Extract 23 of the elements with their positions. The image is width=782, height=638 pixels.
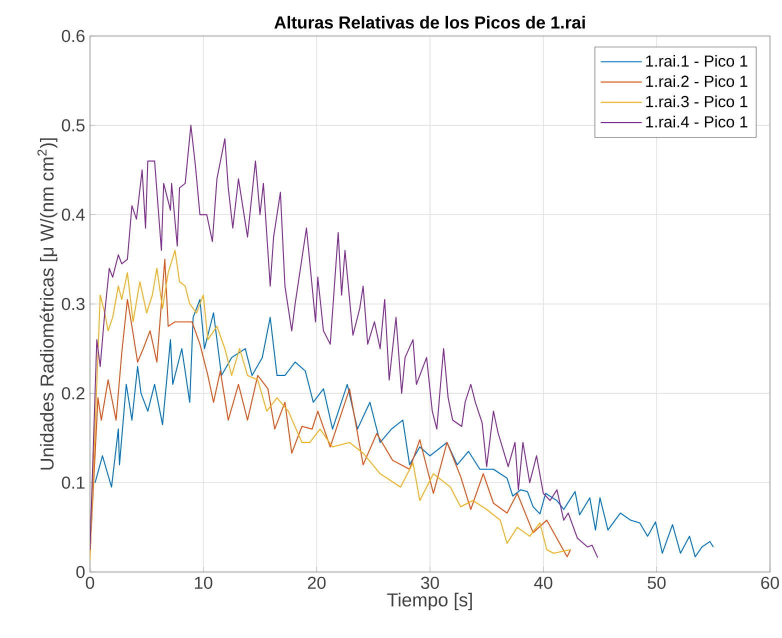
y-tick-label: 0.2	[62, 387, 84, 400]
y-tick-label: 0.5	[62, 119, 85, 132]
x-tick-label: 30	[421, 576, 439, 589]
y-tick-label: 0	[76, 566, 85, 578]
y-tick-label: 0.6	[62, 30, 85, 42]
chart-title: Alturas Relativas de los Picos de 1.rai	[274, 16, 585, 29]
x-tick-label: 50	[648, 576, 666, 589]
x-tick-label: 40	[534, 576, 552, 589]
legend-label: 1.rai.4 - Pico 1	[646, 116, 748, 128]
legend-label: 1.rai.2 - Pico 1	[646, 75, 748, 87]
x-axis-title: Tiempo [s]	[387, 592, 472, 610]
x-tick-label: 20	[308, 576, 326, 589]
legend-label: 1.rai.3 - Pico 1	[646, 96, 748, 108]
line-series	[90, 124, 598, 558]
x-tick-label: 0	[86, 576, 94, 589]
y-axis-title: Unidades Radiométricas [μ W/(nm cm$^{2}$)]	[37, 138, 58, 470]
line-series	[94, 298, 714, 558]
y-tick-label: 0.3	[62, 298, 85, 310]
x-tick-label: 10	[195, 576, 212, 589]
y-tick-label: 0.4	[62, 208, 85, 221]
x-tick-label: 60	[761, 576, 779, 589]
legend-label: 1.rai.1 - Pico 1	[646, 54, 748, 67]
y-tick-label: 0.1	[62, 476, 84, 489]
